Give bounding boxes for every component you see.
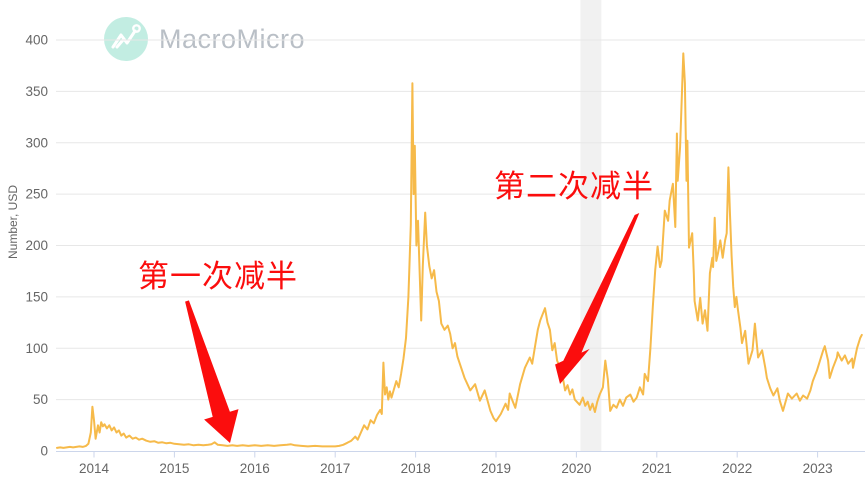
y-tick-label: 0	[40, 444, 48, 459]
x-tick-label: 2021	[642, 461, 672, 476]
y-tick-label: 150	[25, 289, 48, 304]
x-tick-label: 2016	[240, 461, 270, 476]
y-tick-label: 400	[25, 33, 48, 48]
x-tick-label: 2015	[159, 461, 189, 476]
first-halving-label: 第一次减半	[138, 259, 298, 294]
second-halving-label: 第二次减半	[494, 169, 654, 204]
x-tick-label: 2019	[481, 461, 511, 476]
y-tick-label: 100	[25, 341, 48, 356]
x-tick-label: 2023	[803, 461, 833, 476]
x-tick-label: 2017	[320, 461, 350, 476]
y-tick-label: 250	[25, 187, 48, 202]
y-tick-label: 350	[25, 84, 48, 99]
y-tick-label: 300	[25, 135, 48, 150]
x-tick-label: 2020	[561, 461, 591, 476]
second-halving-arrow	[555, 213, 640, 384]
price-line-series[interactable]	[56, 52, 863, 449]
x-tick-label: 2022	[722, 461, 752, 476]
y-tick-label: 200	[25, 238, 48, 253]
x-tick-label: 2014	[79, 461, 110, 476]
first-halving-arrow	[185, 300, 239, 443]
y-tick-label: 50	[33, 392, 48, 407]
x-tick-label: 2018	[401, 461, 431, 476]
